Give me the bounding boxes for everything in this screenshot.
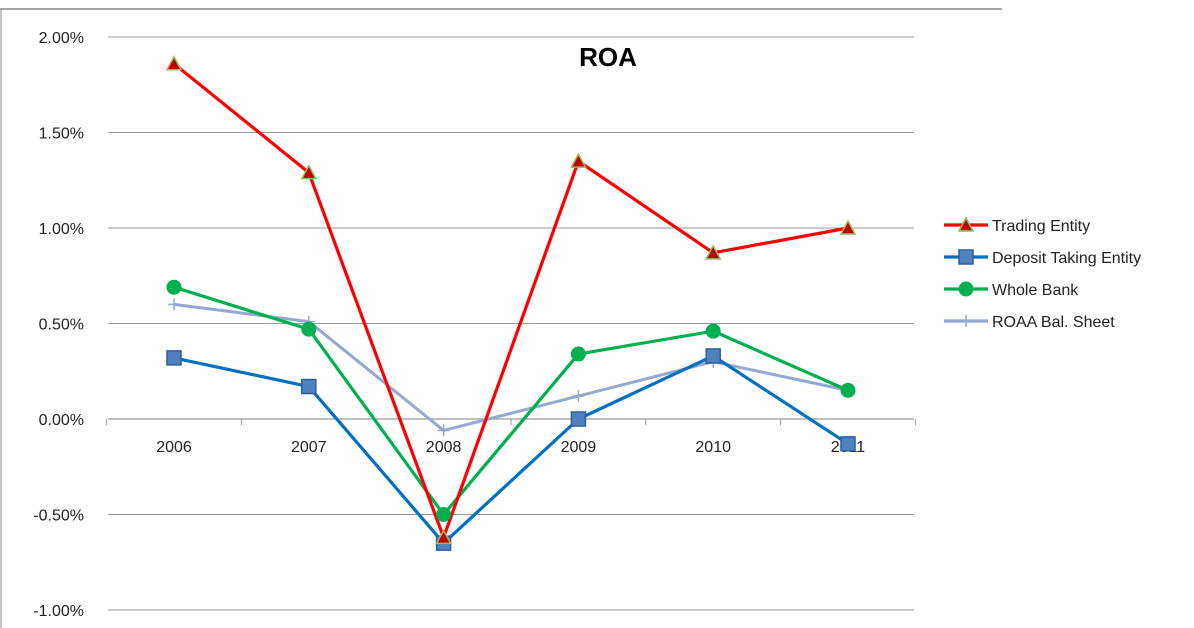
legend: Trading Entity Deposit Taking Entity Whole… [944, 216, 1141, 331]
legend-marker [960, 315, 972, 327]
legend-item-deposit-taking-entity: Deposit Taking Entity [944, 249, 1141, 267]
legend-item-whole-bank: Whole Bank [944, 281, 1079, 299]
x-tick-label: 2007 [291, 439, 327, 456]
legend-marker [958, 281, 974, 297]
data-point-whole-bank [840, 382, 856, 398]
series-line-whole-bank [173, 285, 849, 517]
x-tick-label: 2010 [695, 439, 731, 456]
data-point-whole-bank [705, 323, 721, 339]
data-point-roaa-bal-sheet [572, 390, 585, 403]
x-tick-label: 2006 [156, 439, 192, 456]
x-axis-ticks: 200620072008200920102011 [156, 439, 865, 456]
y-tick-label: -1.00% [33, 603, 84, 620]
x-tick-label: 2009 [561, 439, 597, 456]
data-point-trading-entity [570, 152, 587, 168]
legend-item-trading-entity: Trading Entity [944, 216, 1090, 235]
legend-label: Whole Bank [992, 282, 1079, 299]
legend-marker [958, 249, 974, 265]
data-point-whole-bank [166, 279, 182, 295]
y-tick-label: 0.50% [39, 317, 84, 334]
legend-item-roaa-bal-sheet: ROAA Bal. Sheet [944, 314, 1115, 331]
y-tick-label: 2.00% [39, 30, 84, 47]
data-point-roaa-bal-sheet [437, 424, 450, 437]
y-tick-label: 0.00% [39, 412, 84, 429]
data-point-deposit-taking-entity [166, 350, 182, 366]
legend-label: Trading Entity [992, 218, 1090, 235]
series-line-roaa-bal-sheet [173, 302, 849, 432]
legend-label: ROAA Bal. Sheet [992, 314, 1115, 331]
data-point-trading-entity [435, 528, 452, 545]
series-line-trading-entity [172, 62, 849, 540]
data-point-roaa-bal-sheet [168, 298, 180, 311]
y-tick-label: 1.50% [39, 126, 84, 143]
series-line-deposit-taking-entity [173, 354, 849, 545]
series-lines [172, 62, 849, 545]
legend-label: Deposit Taking Entity [992, 250, 1141, 267]
x-axis [106, 418, 916, 425]
data-point-whole-bank [301, 321, 317, 337]
gridlines [108, 36, 914, 611]
series-markers [165, 55, 857, 551]
chart-title: ROA [579, 42, 637, 72]
y-tick-label: -0.50% [33, 508, 84, 525]
data-point-deposit-taking-entity [570, 411, 587, 427]
data-point-trading-entity [300, 164, 318, 180]
data-point-whole-bank [436, 507, 452, 522]
data-point-trading-entity [165, 55, 183, 71]
data-point-trading-entity [839, 219, 857, 235]
legend-marker [957, 216, 975, 232]
data-point-whole-bank [570, 346, 586, 362]
data-point-deposit-taking-entity [840, 436, 856, 452]
x-tick-label: 2008 [426, 439, 462, 456]
data-point-deposit-taking-entity [705, 348, 721, 364]
data-point-trading-entity [704, 244, 722, 260]
y-axis-ticks: -1.00% -0.50% 0.00% 0.50% 1.00% 1.50% 2.00% [33, 30, 84, 620]
data-point-deposit-taking-entity [301, 378, 317, 395]
y-tick-label: 1.00% [39, 221, 84, 238]
